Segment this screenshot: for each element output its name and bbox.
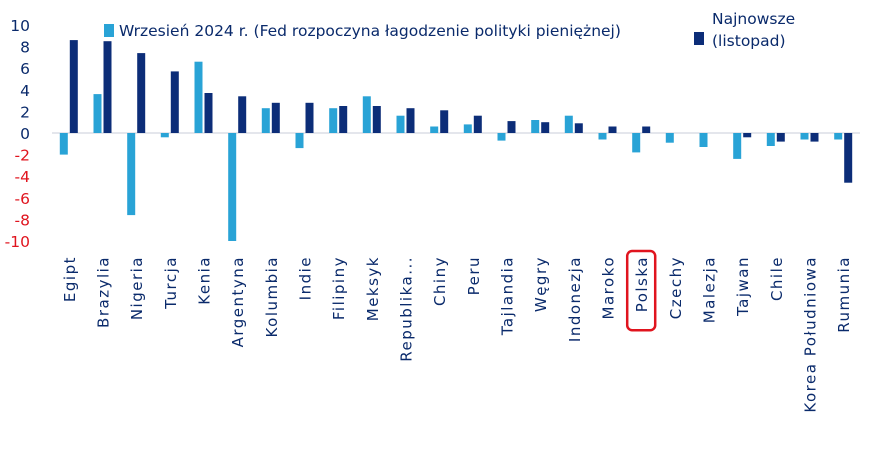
bar-latest-republika- [406,108,415,133]
y-tick-label: 4 [20,82,30,100]
bar-september-filipiny [329,108,338,133]
x-tick-label: Rumunia [835,256,853,333]
x-tick-label: Indonezja [566,256,584,342]
x-tick-label: Egipt [61,256,79,302]
bar-latest-rumunia [844,133,853,183]
y-tick-label: -8 [15,211,30,229]
bar-september-chile [766,133,775,146]
legend-label-september: Wrzesień 2024 r. (Fed rozpoczyna łagodze… [119,22,621,40]
x-tick-label: Filipiny [330,256,348,320]
bar-september-chiny [430,126,439,133]
bar-september-kolumbia [261,108,270,133]
bar-latest-indie [305,102,314,133]
bar-september-indonezja [564,115,573,133]
bar-latest-argentyna [238,96,247,133]
bar-latest-indonezja [574,123,583,133]
legend-item-september: Wrzesień 2024 r. (Fed rozpoczyna łagodze… [104,22,621,40]
bar-latest-filipiny [339,106,348,133]
bar-latest-maroko [608,126,617,133]
y-tick-label: -2 [15,147,30,165]
x-tick-label: Chiny [431,256,449,306]
legend-swatch-september [104,24,114,37]
bar-september-brazylia [93,94,102,133]
x-tick-label: Kenia [196,256,214,305]
y-tick-label: 10 [10,17,30,35]
bar-september-egipt [59,133,68,155]
bar-latest-tajlandia [507,121,516,133]
bar-september-meksyk [362,96,371,133]
bar-latest-kolumbia [271,102,280,133]
bar-september-nigeria [127,133,136,216]
x-tick-label: Chile [768,256,786,301]
bar-latest-egipt [69,40,78,133]
bar-latest-tajwan [743,133,752,138]
x-tick-label: Argentyna [229,256,247,347]
bar-september-rumunia [834,133,843,140]
bar-latest-węgry [541,122,550,133]
bar-september-tajlandia [497,133,506,141]
bar-september-węgry [531,120,540,133]
x-tick-label: Polska [633,256,651,312]
bar-september-tajwan [733,133,742,159]
bar-september-argentyna [228,133,237,241]
bar-september-peru [463,124,472,133]
bar-latest-brazylia [103,41,112,134]
x-tick-label: Tajlandia [499,256,517,336]
y-tick-label: 0 [20,125,30,143]
x-tick-label: Tajwan [734,256,752,317]
bar-september-korea-południowa [800,133,809,140]
x-tick-label: Czechy [667,256,685,319]
x-tick-label: Węgry [532,256,550,312]
bar-latest-polska [642,126,651,133]
bars-group [59,40,853,241]
y-tick-label: 6 [20,60,30,78]
highlight-box-polska [625,249,657,332]
y-tick-label: 8 [20,39,30,57]
y-tick-label: 2 [20,103,30,121]
y-tick-label: -4 [15,168,30,186]
x-tick-label: Korea Południowa [802,256,820,413]
bar-latest-peru [473,115,482,133]
bar-latest-chile [776,133,785,142]
bar-latest-korea-południowa [810,133,819,142]
x-tick-label: Maroko [600,256,618,319]
x-tick-label: Malezja [701,256,719,323]
x-tick-label: Kolumbia [263,256,281,337]
bar-september-polska [632,133,641,153]
legend-label-latest: Najnowsze (listopad) [712,10,796,50]
bar-latest-chiny [440,110,449,133]
x-tick-label: Peru [465,256,483,295]
x-tick-label: Meksyk [364,256,382,321]
x-tick-label: Nigeria [128,256,146,320]
legend-item-latest: Najnowsze (listopad) [694,8,814,52]
bar-latest-turcja [170,71,179,133]
bar-september-kenia [194,61,203,134]
y-tick-label: -6 [15,190,30,208]
legend-swatch-latest [694,32,704,45]
bar-september-turcja [160,133,169,138]
x-tick-label: Republika... [398,256,416,362]
bar-september-malezja [699,133,708,147]
bar-latest-meksyk [372,106,381,133]
bar-latest-nigeria [137,53,146,133]
bar-september-indie [295,133,304,149]
x-tick-label: Turcja [162,256,180,310]
x-tick-label: Brazylia [95,256,113,328]
bar-september-czechy [665,133,674,143]
bar-september-republika- [396,115,405,133]
y-tick-label: -10 [5,233,30,251]
x-tick-label: Indie [297,256,315,300]
y-axis: 10 8 6 4 2 0 -2 -4 -6 -8 -10 [5,17,30,251]
bar-latest-kenia [204,93,213,133]
x-axis: Egipt Brazylia Nigeria Turcja Kenia Argentyna… [61,249,853,413]
bar-september-maroko [598,133,607,140]
